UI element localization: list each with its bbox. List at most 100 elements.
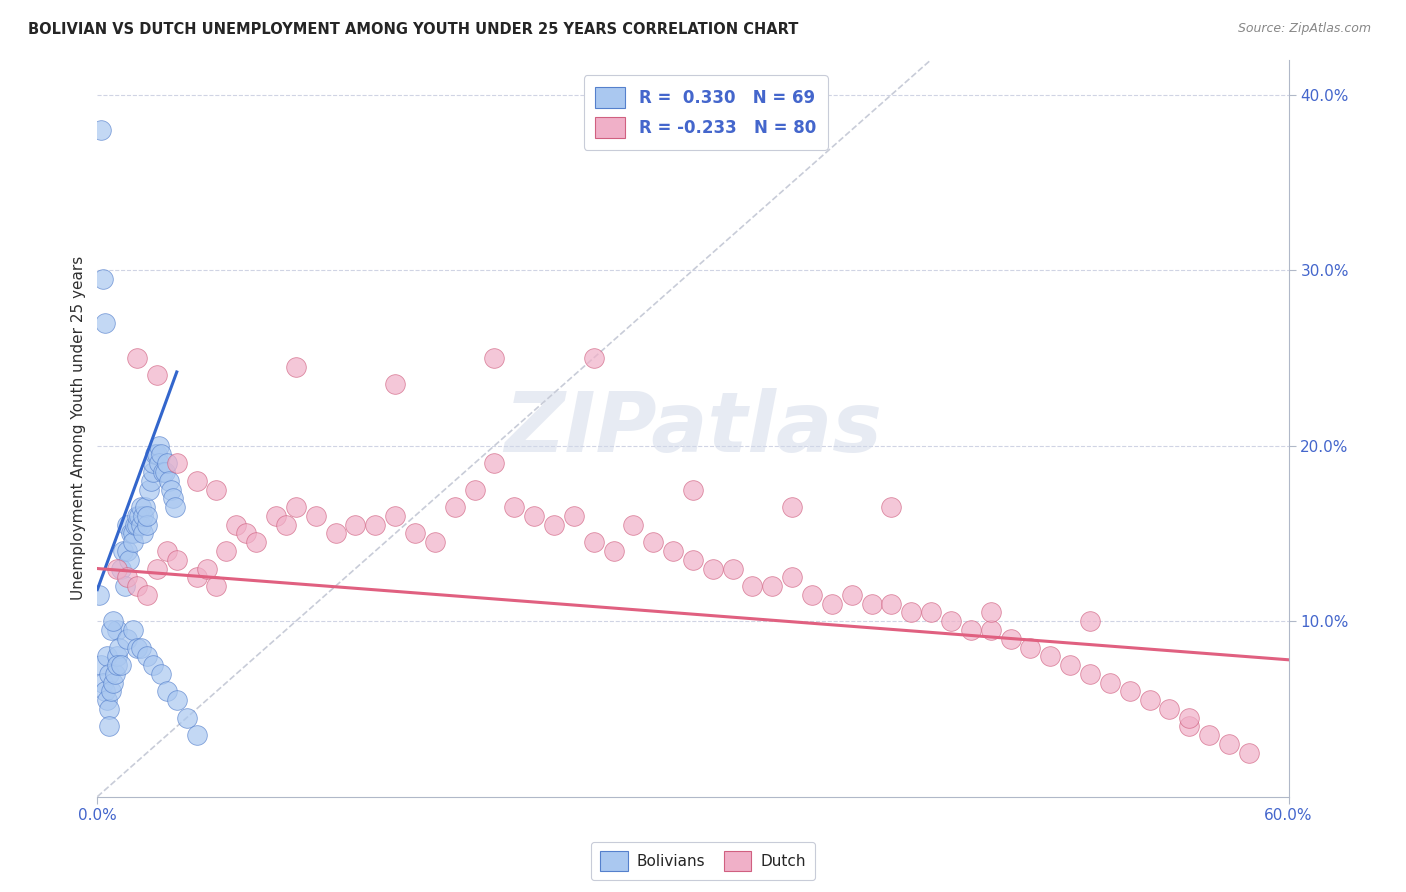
Point — [136, 517, 159, 532]
Point — [245, 535, 267, 549]
Point — [721, 561, 744, 575]
Point — [1198, 728, 1220, 742]
Point — [364, 517, 387, 532]
Point — [156, 684, 179, 698]
Point — [149, 666, 172, 681]
Point — [186, 474, 208, 488]
Point — [103, 675, 125, 690]
Point — [100, 684, 122, 698]
Point — [114, 579, 136, 593]
Point — [105, 658, 128, 673]
Point — [125, 517, 148, 532]
Point — [562, 508, 585, 523]
Point — [464, 483, 486, 497]
Point — [543, 517, 565, 532]
Point — [602, 544, 624, 558]
Point — [305, 508, 328, 523]
Point — [761, 579, 783, 593]
Point — [1218, 737, 1240, 751]
Point — [443, 500, 465, 515]
Point — [166, 693, 188, 707]
Point — [284, 500, 307, 515]
Point — [124, 517, 146, 532]
Point — [146, 447, 169, 461]
Point — [98, 719, 121, 733]
Point — [484, 351, 506, 365]
Point — [142, 465, 165, 479]
Legend: R =  0.330   N = 69, R = -0.233   N = 80: R = 0.330 N = 69, R = -0.233 N = 80 — [583, 75, 828, 150]
Point — [1039, 649, 1062, 664]
Point — [344, 517, 367, 532]
Point — [780, 570, 803, 584]
Point — [136, 508, 159, 523]
Point — [105, 623, 128, 637]
Point — [122, 623, 145, 637]
Point — [96, 693, 118, 707]
Point — [125, 508, 148, 523]
Point — [136, 649, 159, 664]
Point — [186, 570, 208, 584]
Point — [225, 517, 247, 532]
Point — [523, 508, 546, 523]
Point — [702, 561, 724, 575]
Point — [484, 456, 506, 470]
Point — [122, 526, 145, 541]
Point — [264, 508, 287, 523]
Point — [860, 597, 883, 611]
Point — [89, 588, 111, 602]
Point — [110, 561, 132, 575]
Point — [384, 508, 406, 523]
Point — [1159, 702, 1181, 716]
Legend: Bolivians, Dutch: Bolivians, Dutch — [591, 842, 815, 880]
Point — [166, 553, 188, 567]
Point — [195, 561, 218, 575]
Y-axis label: Unemployment Among Youth under 25 years: Unemployment Among Youth under 25 years — [72, 256, 86, 600]
Point — [90, 123, 112, 137]
Point — [176, 711, 198, 725]
Point — [325, 526, 347, 541]
Point — [1000, 632, 1022, 646]
Point — [235, 526, 257, 541]
Point — [132, 526, 155, 541]
Point — [149, 447, 172, 461]
Point — [215, 544, 238, 558]
Point — [643, 535, 665, 549]
Point — [939, 614, 962, 628]
Point — [103, 614, 125, 628]
Point — [662, 544, 685, 558]
Point — [120, 526, 142, 541]
Point — [1078, 666, 1101, 681]
Point — [115, 517, 138, 532]
Point — [91, 272, 114, 286]
Point — [91, 675, 114, 690]
Point — [94, 684, 117, 698]
Point — [90, 658, 112, 673]
Point — [122, 535, 145, 549]
Point — [125, 351, 148, 365]
Point — [156, 544, 179, 558]
Point — [960, 623, 983, 637]
Point — [138, 483, 160, 497]
Point — [880, 500, 903, 515]
Point — [503, 500, 526, 515]
Point — [125, 640, 148, 655]
Text: Source: ZipAtlas.com: Source: ZipAtlas.com — [1237, 22, 1371, 36]
Point — [129, 517, 152, 532]
Point — [621, 517, 644, 532]
Point — [94, 316, 117, 330]
Point — [1178, 711, 1201, 725]
Point — [682, 553, 704, 567]
Point — [980, 623, 1002, 637]
Point — [142, 456, 165, 470]
Point — [205, 579, 228, 593]
Point — [108, 640, 131, 655]
Point — [98, 666, 121, 681]
Point — [841, 588, 863, 602]
Point — [125, 579, 148, 593]
Point — [682, 483, 704, 497]
Point — [1139, 693, 1161, 707]
Point — [128, 508, 150, 523]
Point — [104, 666, 127, 681]
Text: ZIPatlas: ZIPatlas — [503, 388, 882, 468]
Point — [118, 553, 141, 567]
